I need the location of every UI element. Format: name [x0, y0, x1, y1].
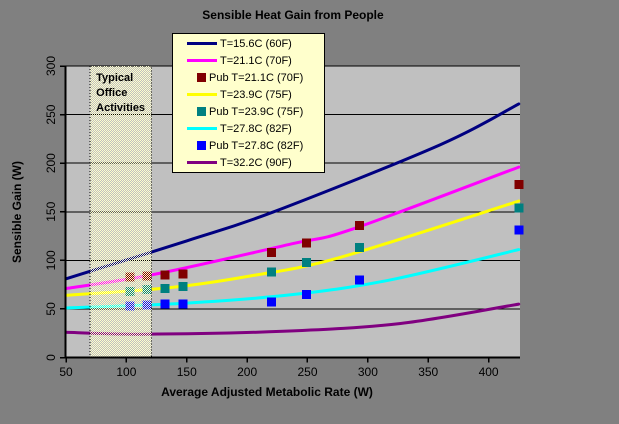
legend-label: T=27.8C (82F): [220, 122, 292, 135]
legend-label: T=15.6C (60F): [220, 37, 292, 50]
legend-row-1: T=21.1C (70F): [173, 52, 324, 69]
x-tick-label-300: 300: [358, 365, 378, 379]
legend-row-6: Pub T=27.8C (82F): [173, 137, 324, 154]
legend-row-7: T=32.2C (90F): [173, 154, 324, 171]
legend-label: T=23.9C (75F): [220, 88, 292, 101]
marker-pub-t-21-1c-70f-: [160, 270, 170, 280]
legend-square-swatch-2: [197, 73, 206, 82]
band-border: [89, 65, 153, 358]
x-tick-label-400: 400: [479, 365, 499, 379]
legend-square-swatch-6: [197, 141, 206, 150]
x-tick-label-100: 100: [116, 365, 136, 379]
legend-label: Pub T=27.8C (82F): [209, 139, 304, 152]
x-axis-title: Average Adjusted Metabolic Rate (W): [161, 385, 373, 399]
marker-pub-t-27-8c-82f-: [354, 275, 364, 285]
legend-line-swatch-5: [187, 127, 217, 130]
marker-pub-t-21-1c-70f-: [178, 269, 188, 279]
marker-pub-t-27-8c-82f-: [160, 299, 170, 309]
band-label-line: Office: [96, 87, 127, 99]
y-tick-label-100: 100: [44, 250, 58, 270]
marker-pub-t-27-8c-82f-: [178, 299, 188, 309]
y-tick-label-50: 50: [44, 302, 58, 316]
marker-pub-t-23-9c-75f-: [178, 282, 188, 292]
legend-row-3: T=23.9C (75F): [173, 86, 324, 103]
marker-pub-t-23-9c-75f-: [301, 257, 311, 267]
y-tick-label-300: 300: [44, 56, 58, 76]
legend-row-0: T=15.6C (60F): [173, 35, 324, 52]
marker-pub-t-23-9c-75f-: [354, 243, 364, 253]
y-tick-label-200: 200: [44, 153, 58, 173]
legend-line-swatch-7: [187, 161, 217, 164]
band-typical-office-activities: [90, 66, 152, 358]
legend-row-5: T=27.8C (82F): [173, 120, 324, 137]
legend-row-4: Pub T=23.9C (75F): [173, 103, 324, 120]
legend-line-swatch-0: [187, 42, 217, 45]
marker-pub-t-21-1c-70f-: [266, 248, 276, 258]
band-label-line: Activities: [96, 102, 145, 114]
x-tick-label-250: 250: [297, 365, 317, 379]
x-tick-label-200: 200: [237, 365, 257, 379]
legend-label: Pub T=21.1C (70F): [209, 71, 304, 84]
x-tick-label-150: 150: [177, 365, 197, 379]
legend-label: T=21.1C (70F): [220, 54, 292, 67]
chart-title: Sensible Heat Gain from People: [202, 8, 384, 22]
x-tick-label-50: 50: [59, 365, 73, 379]
legend: T=15.6C (60F) T=21.1C (70F) Pub T=21.1C (7…: [172, 33, 325, 173]
marker-pub-t-23-9c-75f-: [266, 267, 276, 277]
legend-square-swatch-4: [197, 107, 206, 116]
legend-line-swatch-3: [187, 93, 217, 96]
marker-pub-t-27-8c-82f-: [266, 297, 276, 307]
y-tick-label-250: 250: [44, 104, 58, 124]
legend-row-2: Pub T=21.1C (70F): [173, 69, 324, 86]
legend-line-swatch-1: [187, 59, 217, 62]
marker-pub-t-27-8c-82f-: [301, 289, 311, 299]
legend-label: Pub T=23.9C (75F): [209, 105, 304, 118]
legend-label: T=32.2C (90F): [220, 156, 292, 169]
marker-pub-t-21-1c-70f-: [514, 180, 524, 190]
y-tick-label-0: 0: [44, 354, 58, 361]
marker-pub-t-23-9c-75f-: [160, 284, 170, 294]
marker-pub-t-23-9c-75f-: [514, 203, 524, 213]
marker-pub-t-21-1c-70f-: [301, 238, 311, 248]
marker-pub-t-21-1c-70f-: [354, 220, 364, 230]
band-label-line: Typical: [96, 72, 133, 84]
x-tick-label-350: 350: [418, 365, 438, 379]
marker-pub-t-27-8c-82f-: [514, 225, 524, 235]
y-tick-label-150: 150: [44, 201, 58, 221]
